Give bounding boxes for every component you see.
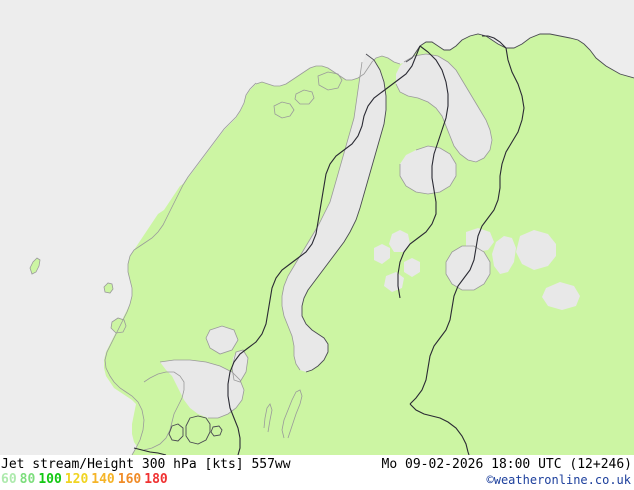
border-russia-inland: [409, 403, 470, 455]
land-oland: [264, 404, 272, 434]
product-title: Jet stream/Height 300 hPa [kts] 557ww: [1, 457, 291, 472]
water-lake-vanern: [206, 326, 238, 354]
water-finnish-lake-d: [384, 272, 404, 292]
scale-step-140: 140: [91, 472, 115, 487]
land-shetland: [30, 258, 40, 274]
water-skagerrak: [160, 360, 244, 418]
copyright-label: ©weatheronline.co.uk: [486, 473, 632, 487]
inland-waters: [160, 54, 580, 418]
water-lake-onega: [492, 236, 516, 274]
national-borders: [133, 35, 525, 455]
scale-step-80: 80: [19, 472, 36, 487]
scale-step-100: 100: [38, 472, 62, 487]
scale-step-160: 160: [117, 472, 142, 487]
land-fennoscandia-russia: [104, 34, 634, 455]
water-russia-lake-b: [542, 282, 580, 310]
valid-time-label: Mo 09-02-2026 18:00 UTC (12+246): [381, 457, 632, 472]
land-funen: [169, 424, 183, 441]
map-canvas[interactable]: [0, 0, 634, 455]
color-scale-legend: 60 80 100 120 140 160 180: [1, 472, 171, 487]
water-finnish-lake-b: [374, 244, 390, 264]
land-denmark-jutland: [132, 372, 184, 450]
scale-step-120: 120: [64, 472, 89, 487]
land-norway-fjord-fringe: [130, 182, 186, 256]
land-lofoten-a: [274, 102, 294, 118]
border-denmark-germany: [133, 447, 167, 455]
landmasses: [30, 34, 634, 455]
water-lake-vattern: [232, 350, 248, 382]
border-norway-sweden: [227, 45, 421, 455]
water-onega-bay: [400, 146, 456, 194]
scale-step-180: 180: [144, 472, 168, 487]
water-finnish-lake-c: [404, 258, 420, 277]
land-zealand: [186, 416, 210, 444]
water-white-sea: [396, 54, 492, 162]
coastline-detail: [104, 53, 493, 455]
border-sweden-finland: [397, 45, 449, 299]
map-svg[interactable]: [0, 0, 634, 455]
water-russia-lake-a: [516, 230, 556, 270]
land-kola-peninsula: [530, 38, 634, 152]
border-finland-russia: [409, 47, 525, 405]
border-norway-russia: [482, 35, 507, 49]
water-finnish-lake-a: [389, 230, 410, 252]
footer-bar: Jet stream/Height 300 hPa [kts] 557ww 60…: [0, 455, 634, 490]
water-gulf-of-bothnia: [282, 54, 386, 372]
land-bornholm: [211, 426, 222, 436]
land-vesteralen: [318, 72, 342, 90]
land-lofoten-b: [295, 90, 314, 104]
scale-step-60: 60: [1, 472, 17, 487]
water-lake-ladoga: [446, 246, 490, 290]
island-outlines: [29, 71, 343, 334]
land-gotland: [282, 390, 302, 438]
coastline-main: [168, 33, 634, 445]
land-faroe: [104, 283, 113, 293]
